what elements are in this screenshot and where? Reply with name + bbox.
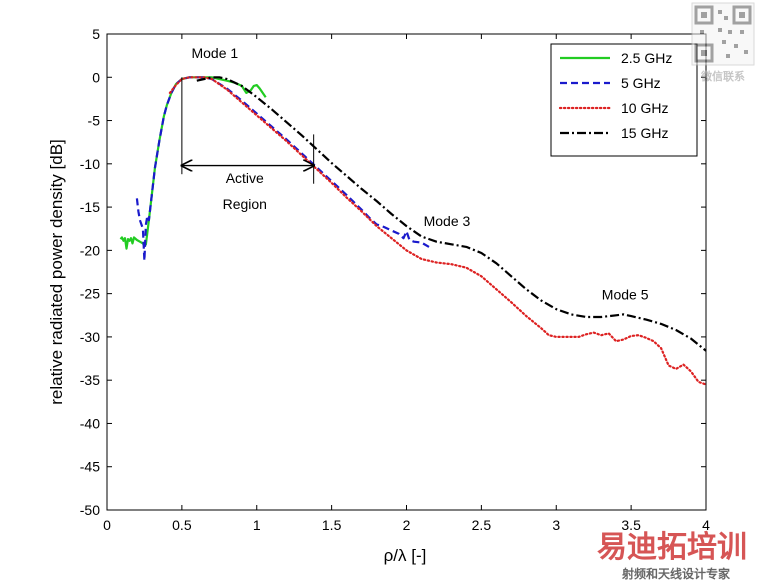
- x-tick-label: 4: [702, 517, 710, 533]
- x-axis-ticks: 0 0.5 1 1.5 2 2.5 3 3.5 4: [103, 34, 710, 533]
- series-line-5-ghz: [135, 76, 430, 262]
- legend-label: 2.5 GHz: [621, 50, 672, 66]
- y-axis-ticks: 5 0 -5 -10 -15 -20 -25 -30 -35 -40 -45 -50: [80, 26, 706, 518]
- x-tick-label: 3.5: [621, 517, 641, 533]
- y-tick-label: 0: [92, 69, 100, 85]
- y-tick-label: -10: [80, 156, 100, 172]
- series-line-15-ghz: [196, 76, 707, 352]
- y-tick-label: -30: [80, 329, 100, 345]
- x-tick-label: 3: [552, 517, 560, 533]
- annotation-active: Active: [226, 170, 264, 186]
- brand-watermark: 易迪拓培训 射频和天线设计专家: [597, 530, 747, 581]
- x-tick-label: 0.5: [172, 517, 192, 533]
- legend-box: [550, 43, 698, 157]
- x-tick-label: 2: [403, 517, 411, 533]
- annotation-mode-1: Mode 1: [191, 45, 238, 61]
- y-tick-label: -5: [88, 113, 101, 129]
- y-tick-label: -25: [80, 286, 100, 302]
- annotation-layer: Mode 1 Active Region Mode 3 Mode 5: [182, 45, 649, 303]
- y-tick-label: -50: [80, 502, 100, 518]
- x-tick-label: 1.5: [322, 517, 342, 533]
- svg-text:微信联系: 微信联系: [700, 69, 745, 83]
- y-tick-label: -15: [80, 199, 100, 215]
- x-tick-label: 2.5: [472, 517, 492, 533]
- legend-label: 10 GHz: [621, 100, 668, 116]
- x-tick-label: 1: [253, 517, 261, 533]
- annotation-mode-3: Mode 3: [424, 213, 471, 229]
- legend-label: 5 GHz: [621, 75, 661, 91]
- series-layer: [119, 76, 708, 386]
- y-tick-label: -20: [80, 242, 100, 258]
- y-tick-label: -40: [80, 415, 100, 431]
- annotation-mode-5: Mode 5: [602, 287, 649, 303]
- qr-code-watermark: 微信联系: [691, 2, 755, 83]
- x-tick-label: 0: [103, 517, 111, 533]
- legend: 2.5 GHz 5 GHz 10 GHz 15 GHz: [550, 43, 698, 157]
- series-line-10-ghz: [168, 76, 708, 386]
- annotation-region: Region: [223, 196, 267, 212]
- series-line-2-5-ghz: [119, 76, 267, 250]
- x-axis-title: ρ/λ [-]: [384, 546, 427, 565]
- legend-label: 15 GHz: [621, 125, 668, 141]
- y-tick-label: -35: [80, 372, 100, 388]
- y-tick-label: 5: [92, 26, 100, 42]
- svg-text:射频和天线设计专家: 射频和天线设计专家: [621, 566, 731, 581]
- svg-text:易迪拓培训: 易迪拓培训: [597, 530, 747, 564]
- y-tick-label: -45: [80, 459, 100, 475]
- y-axis-title: relative radiated power density [dB]: [47, 139, 66, 405]
